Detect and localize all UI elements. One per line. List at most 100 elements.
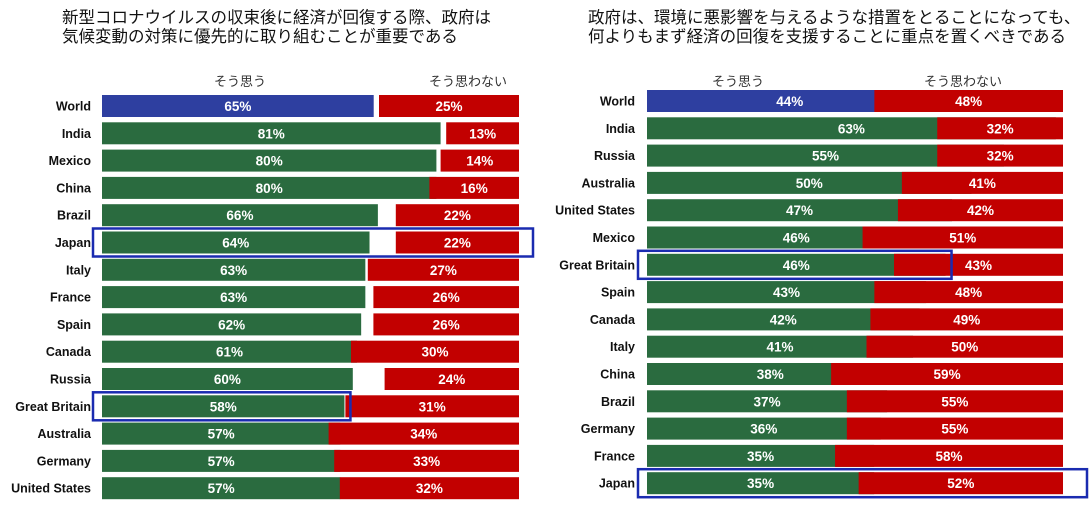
agree-bar-japan — [102, 231, 370, 254]
disagree-value-united-states: 42% — [967, 203, 994, 218]
country-label-india: India — [62, 127, 92, 141]
disagree-value-india: 32% — [987, 121, 1014, 136]
disagree-bar-brazil — [846, 390, 1063, 413]
agree-value-spain: 43% — [773, 285, 800, 300]
agree-bar-india — [102, 122, 441, 145]
left-chart-title: 新型コロナウイルスの収束後に経済が回復する際、政府は 気候変動の対策に優先的に取… — [62, 8, 491, 46]
right-chart-title: 政府は、環境に悪影響を与えるような措置をとることになっても、 何よりもまず経済の… — [588, 8, 1080, 46]
highlight-box-japan — [636, 467, 1089, 499]
disagree-bar-japan — [858, 472, 1063, 495]
agree-bar-united-states — [647, 199, 953, 222]
disagree-value-canada: 49% — [953, 312, 980, 327]
country-label-brazil: Brazil — [57, 209, 91, 223]
disagree-bar-world — [379, 95, 519, 117]
country-label-australia: Australia — [582, 176, 637, 190]
disagree-bar-italy — [866, 335, 1063, 358]
agree-bar-canada — [647, 308, 920, 331]
country-label-world: World — [56, 100, 91, 114]
agree-value-russia: 55% — [812, 149, 839, 164]
disagree-value-germany: 55% — [941, 422, 968, 437]
right-chart-panel: 政府は、環境に悪影響を与えるような措置をとることになっても、 何よりもまず経済の… — [545, 0, 1090, 505]
disagree-bar-china — [831, 363, 1063, 385]
disagree-bar-india — [446, 122, 519, 145]
highlight-box-great-britain — [91, 391, 352, 422]
agree-bar-great-britain — [102, 395, 345, 418]
country-label-brazil: Brazil — [601, 395, 635, 409]
disagree-bar-spain — [373, 313, 519, 336]
country-label-france: France — [594, 449, 635, 463]
country-label-united-states: United States — [555, 204, 635, 218]
right-title-line-1: 政府は、環境に悪影響を与えるような措置をとることになっても、 — [588, 8, 1081, 27]
disagree-value-italy: 27% — [430, 263, 457, 278]
disagree-bar-great-britain — [345, 395, 519, 418]
country-label-world: World — [600, 95, 635, 109]
agree-value-world: 44% — [776, 94, 803, 109]
highlight-box-japan — [91, 227, 535, 258]
agree-value-united-states: 47% — [786, 203, 813, 218]
disagree-bar-canada — [351, 340, 519, 363]
country-label-germany: Germany — [581, 422, 635, 436]
country-label-germany: Germany — [37, 454, 91, 468]
agree-value-russia: 60% — [214, 372, 241, 387]
disagree-value-china: 16% — [461, 181, 488, 196]
right-title-line-2: 何よりもまず経済の回復を支援することに重点を置くべきである — [588, 27, 1067, 46]
agree-bar-australia — [647, 171, 972, 194]
agree-bar-spain — [102, 313, 362, 336]
disagree-value-great-britain: 31% — [419, 399, 446, 414]
agree-bar-great-britain — [647, 253, 946, 276]
disagree-value-france: 26% — [433, 290, 460, 305]
disagree-value-china: 59% — [934, 367, 961, 382]
agree-bar-germany — [647, 417, 881, 440]
agree-bar-australia — [102, 422, 341, 445]
disagree-value-italy: 50% — [951, 340, 978, 355]
left-bar-chart: World 65% 25% India 81% 13% Mexico 80% 14% China 8… — [11, 95, 535, 500]
country-label-spain: Spain — [57, 318, 91, 332]
agree-value-china: 80% — [256, 181, 283, 196]
left-disagree-header: そう思わない — [428, 75, 508, 90]
agree-bar-brazil — [102, 204, 378, 227]
right-disagree-header: そう思わない — [923, 75, 1003, 90]
disagree-bar-canada — [870, 308, 1063, 331]
disagree-value-brazil: 22% — [444, 208, 471, 223]
agree-bar-spain — [647, 281, 927, 304]
disagree-value-russia: 32% — [987, 149, 1014, 164]
disagree-bar-great-britain — [894, 253, 1063, 276]
disagree-value-japan: 52% — [947, 476, 974, 491]
disagree-value-australia: 41% — [969, 176, 996, 191]
disagree-value-great-britain: 43% — [965, 258, 992, 273]
agree-value-brazil: 37% — [754, 394, 781, 409]
country-label-australia: Australia — [38, 427, 93, 441]
agree-value-italy: 41% — [767, 340, 794, 355]
agree-bar-japan — [647, 472, 875, 495]
disagree-bar-australia — [328, 422, 519, 445]
country-label-mexico: Mexico — [49, 154, 92, 168]
agree-bar-mexico — [102, 149, 437, 172]
disagree-value-mexico: 14% — [466, 154, 493, 169]
agree-bar-germany — [102, 449, 341, 472]
disagree-value-russia: 24% — [438, 372, 465, 387]
agree-value-italy: 63% — [220, 263, 247, 278]
agree-value-australia: 57% — [208, 427, 235, 442]
agree-value-japan: 64% — [222, 236, 249, 251]
disagree-value-united-states: 32% — [416, 481, 443, 496]
country-label-canada: Canada — [46, 345, 92, 359]
agree-value-india: 81% — [258, 126, 285, 141]
agree-value-spain: 62% — [218, 317, 245, 332]
agree-bar-france — [647, 444, 875, 467]
highlight-box-great-britain — [636, 249, 953, 281]
agree-value-germany: 57% — [208, 454, 235, 469]
disagree-value-spain: 48% — [955, 285, 982, 300]
agree-value-mexico: 46% — [783, 231, 810, 246]
agree-value-world: 65% — [224, 99, 251, 114]
agree-value-france: 63% — [220, 290, 247, 305]
left-agree-header: そう思う — [213, 75, 267, 90]
disagree-bar-france — [835, 444, 1063, 467]
disagree-value-australia: 34% — [410, 427, 437, 442]
agree-value-great-britain: 46% — [783, 258, 810, 273]
disagree-value-brazil: 55% — [941, 394, 968, 409]
disagree-bar-mexico — [862, 226, 1063, 249]
disagree-bar-mexico — [440, 149, 519, 172]
agree-value-germany: 36% — [750, 422, 777, 437]
country-label-india: India — [606, 122, 636, 136]
disagree-value-india: 13% — [469, 126, 496, 141]
